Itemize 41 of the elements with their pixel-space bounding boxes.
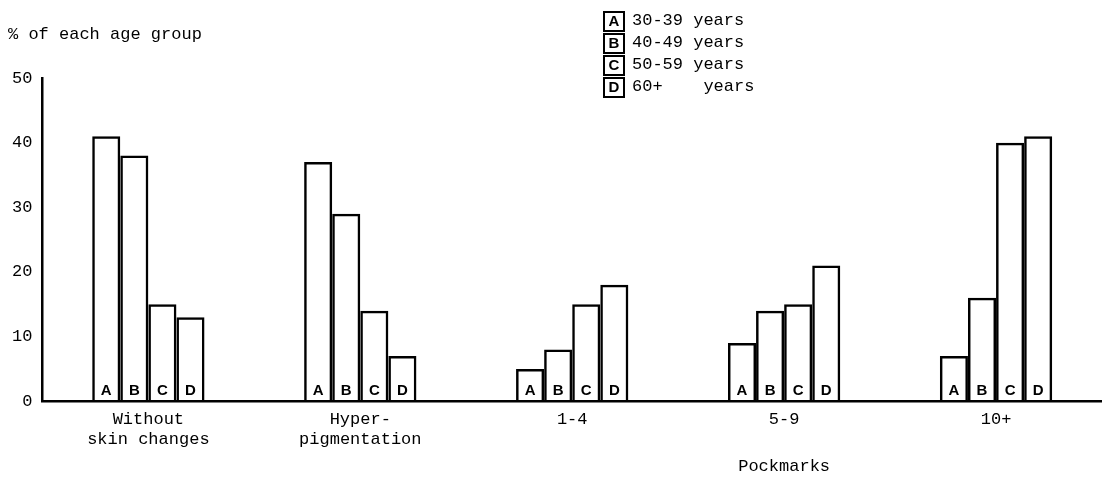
y-axis-title: % of each age group [8,25,202,44]
x-axis-title: Pockmarks [738,457,831,476]
data-label: D [820,380,832,398]
data-label: B [128,380,140,398]
y-tick-label: 40 [12,133,33,153]
legend-label: 30-39 years [632,11,745,30]
data-label: B [340,380,352,398]
x-tick-label: 1-4 [556,409,588,429]
y-tick-label: 30 [12,197,33,217]
data-label: B [552,380,564,398]
data-label: A [100,380,112,398]
data-label: B [976,380,988,398]
text: A [608,11,620,29]
data-label: C [368,380,380,398]
data-label: D [1032,380,1044,398]
data-label: B [764,380,776,398]
data-label: D [185,380,197,398]
x-tick-label: Without skin changes [87,409,210,450]
text: D [608,77,620,95]
x-tick-label: 5-9 [768,409,800,429]
data-label: D [396,380,408,398]
y-tick-label: 0 [22,391,33,411]
x-tick-label: Hyper- pigmentation [299,409,422,450]
data-label: C [1004,380,1016,398]
legend-label: 60+ years [632,77,755,96]
legend-label: 40-49 years [632,33,745,52]
text: C [608,55,620,73]
data-label: A [736,380,748,398]
y-tick-label: 20 [12,262,33,282]
data-label: D [608,380,620,398]
y-tick-label: 10 [12,327,33,347]
text: B [608,33,620,51]
data-label: A [524,380,536,398]
data-label: C [792,380,804,398]
y-tick-label: 50 [12,68,33,88]
data-label: C [156,380,168,398]
x-tick-label: 10+ [980,409,1012,429]
data-label: A [948,380,960,398]
data-label: A [312,380,324,398]
data-label: C [580,380,592,398]
legend-label: 50-59 years [632,55,745,74]
